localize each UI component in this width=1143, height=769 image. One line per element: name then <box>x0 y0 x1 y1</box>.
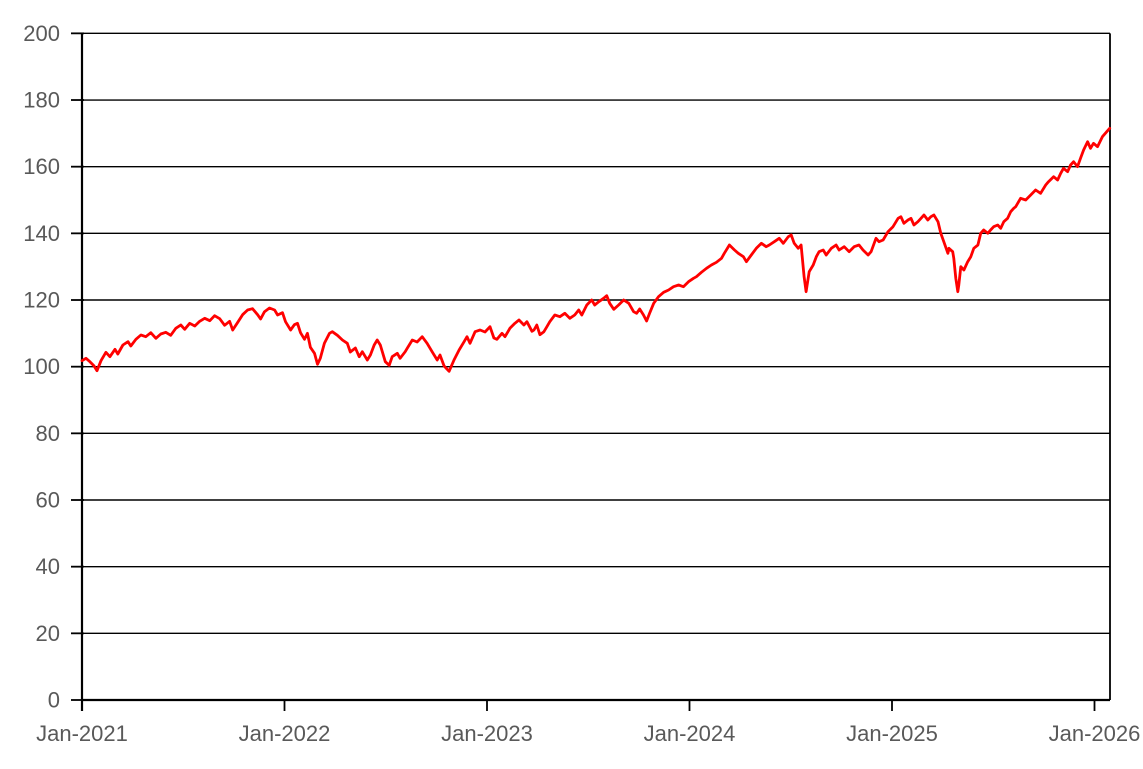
gridlines <box>82 32 1110 635</box>
axes <box>80 33 1110 711</box>
y-tick-label: 140 <box>23 221 60 246</box>
y-tick-label: 40 <box>36 554 60 579</box>
y-tick-label: 100 <box>23 354 60 379</box>
y-tick-label: 160 <box>23 154 60 179</box>
y-tick-label: 20 <box>36 621 60 646</box>
x-tick-label: Jan-2024 <box>644 721 736 746</box>
x-tick-label: Jan-2021 <box>36 721 128 746</box>
x-tick-label: Jan-2026 <box>1049 721 1141 746</box>
y-tick-label: 180 <box>23 88 60 113</box>
x-tick-label: Jan-2022 <box>239 721 331 746</box>
y-tick-label: 0 <box>48 688 60 713</box>
y-tick-label: 80 <box>36 421 60 446</box>
y-tick-label: 60 <box>36 488 60 513</box>
axis-ticks <box>71 32 1096 711</box>
y-tick-label: 200 <box>23 21 60 46</box>
y-tick-label: 120 <box>23 288 60 313</box>
series-path <box>80 126 1112 373</box>
x-tick-label: Jan-2023 <box>441 721 533 746</box>
y-axis-tick-labels: 0 20 40 60 80 100 120 140 160 180 200 <box>23 21 60 713</box>
series-line <box>80 126 1112 373</box>
x-axis-tick-labels: Jan-2021 Jan-2022 Jan-2023 Jan-2024 Jan-2025… <box>36 721 1140 746</box>
x-tick-label: Jan-2025 <box>846 721 938 746</box>
